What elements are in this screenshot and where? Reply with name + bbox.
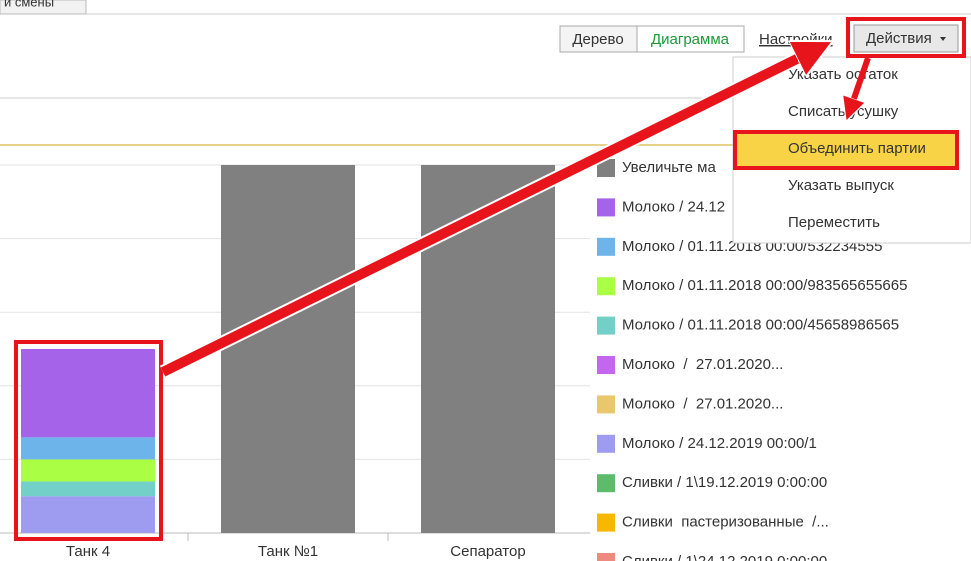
actions-button[interactable] <box>853 24 959 53</box>
highlight-box <box>14 340 163 541</box>
legend-label: Сливки / 1\24.12.2019 0:00:00 <box>622 553 827 561</box>
legend-swatch <box>597 277 615 296</box>
arrow <box>160 50 815 377</box>
legend-swatch <box>597 159 615 177</box>
legend-swatch <box>597 553 615 561</box>
actions-label[interactable]: Действия <box>866 30 932 47</box>
bar-segment <box>21 349 155 438</box>
menu-item[interactable]: Объединить партии <box>788 140 926 157</box>
diagram-button[interactable] <box>636 25 745 53</box>
bar-segment <box>421 165 555 533</box>
legend-label: Молоко / 01.11.2018 00:00/45658986565 <box>622 317 899 334</box>
bar-segment <box>21 437 155 460</box>
tree-button[interactable] <box>559 25 638 53</box>
legend-swatch <box>597 395 615 414</box>
arrow <box>850 57 871 110</box>
legend-label: Молоко / 27.01.2020... <box>622 356 783 373</box>
legend-swatch <box>597 474 615 493</box>
menu-item[interactable]: Списать усушку <box>788 103 899 120</box>
bar-segment <box>221 165 355 533</box>
menu-highlight <box>733 130 959 170</box>
legend-swatch <box>597 198 615 217</box>
legend-label: Увеличьте ма <box>622 159 716 176</box>
legend-label: Молоко / 27.01.2020... <box>622 395 783 412</box>
bar-segment <box>21 459 155 482</box>
menu-items: Указать остаток Списать усушку Объединить … <box>788 66 926 231</box>
legend-label: Сливки пастеризованные /... <box>622 514 829 531</box>
legend-label: Сливки / 1\19.12.2019 0:00:00 <box>622 474 827 491</box>
legend-label: Молоко / 24.12.2019 00:00/1 <box>622 435 817 452</box>
x-tick-label: Танк 4 <box>66 543 110 560</box>
diagram-label[interactable]: Диаграмма <box>651 31 730 48</box>
tree-label[interactable]: Дерево <box>572 31 623 48</box>
menu-item[interactable]: Указать выпуск <box>788 177 894 194</box>
legend-swatch <box>597 237 615 256</box>
menu-item[interactable]: Переместить <box>788 214 880 231</box>
legend-swatch <box>597 356 615 374</box>
bar-segment <box>21 481 155 497</box>
bar-segment <box>21 496 155 533</box>
dropdown-caret <box>940 37 946 41</box>
menu-item[interactable]: Указать остаток <box>788 66 898 83</box>
legend-swatch <box>597 513 615 532</box>
legend-swatch <box>597 316 615 335</box>
tab[interactable] <box>0 0 87 15</box>
x-tick-label: Сепаратор <box>450 543 525 560</box>
chart: Танк 4 Танк №1 Сепаратор Увеличьте ма Молоко… <box>0 159 907 561</box>
legend-label: Молоко / 24.12 <box>622 198 725 215</box>
legend-label: Молоко / 01.11.2018 00:00/983565655665 <box>622 277 907 294</box>
x-tick-label: Танк №1 <box>258 543 318 560</box>
highlight-box <box>846 17 966 58</box>
tab-label[interactable]: и смены <box>4 0 54 9</box>
legend-swatch <box>597 434 615 453</box>
